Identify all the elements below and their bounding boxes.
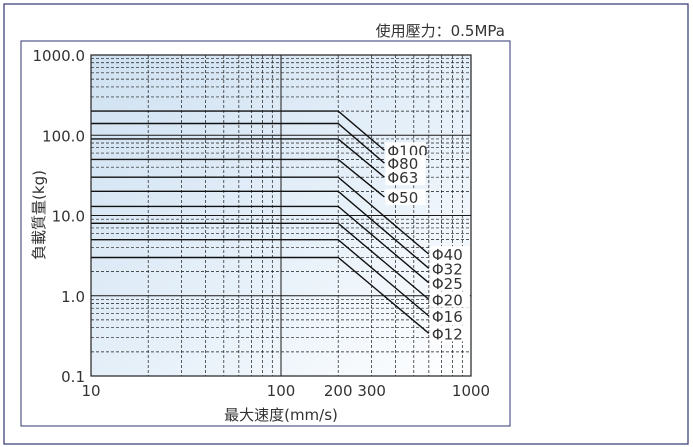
x-tick-label: 200 (324, 382, 353, 400)
series-line (91, 190, 430, 269)
series-line (91, 256, 430, 334)
series-label-bg (429, 325, 470, 342)
series-line (91, 238, 430, 317)
x-tick-label: 100 (267, 382, 296, 400)
pressure-note: 使用壓力：0.5MPa (376, 22, 505, 40)
series-label: Φ80 (387, 155, 418, 173)
tick-labels: 10 100 200 300 1000 1000.0 100.0 10.0 1.0 0.1 (33, 47, 491, 400)
series-line (91, 205, 430, 284)
series-line (91, 122, 385, 164)
y-tick-label: 0.1 (61, 368, 85, 386)
series-label: Φ63 (387, 169, 418, 187)
series-label-bg (429, 246, 470, 263)
series-label-bg (385, 189, 426, 206)
y-tick-label: 1.0 (61, 288, 85, 306)
series-line (91, 138, 385, 178)
series-label: Φ20 (432, 291, 463, 309)
y-tick-label: 100.0 (42, 127, 85, 145)
series-line (91, 176, 430, 255)
x-tick-label: 1000 (452, 382, 490, 400)
series-label-bg (429, 260, 470, 277)
series-line (91, 222, 430, 300)
x-tick-label: 10 (81, 382, 100, 400)
y-tick-label: 1000.0 (33, 47, 86, 65)
series-label-bg (429, 274, 470, 291)
y-axis-label: 負載質量(kg) (30, 170, 48, 260)
series-label-bg (429, 291, 470, 308)
series-label-bg (385, 142, 426, 159)
series-group (91, 110, 430, 334)
series-label-bg (385, 155, 426, 172)
series-label: Φ25 (432, 275, 463, 293)
y-tick-label: 10.0 (52, 208, 85, 226)
series-line (91, 158, 385, 198)
x-tick-label: 300 (357, 382, 386, 400)
series-label: Φ40 (432, 246, 463, 264)
plot-border (90, 54, 472, 377)
series-label: Φ32 (432, 260, 463, 278)
series-label-bg (429, 307, 470, 324)
series-label: Φ12 (432, 325, 463, 343)
series-label: Φ16 (432, 308, 463, 326)
series-label: Φ50 (387, 189, 418, 207)
x-axis-label: 最大速度(mm/s) (224, 406, 338, 424)
series-line (91, 110, 385, 151)
series-label-bg (385, 169, 426, 186)
